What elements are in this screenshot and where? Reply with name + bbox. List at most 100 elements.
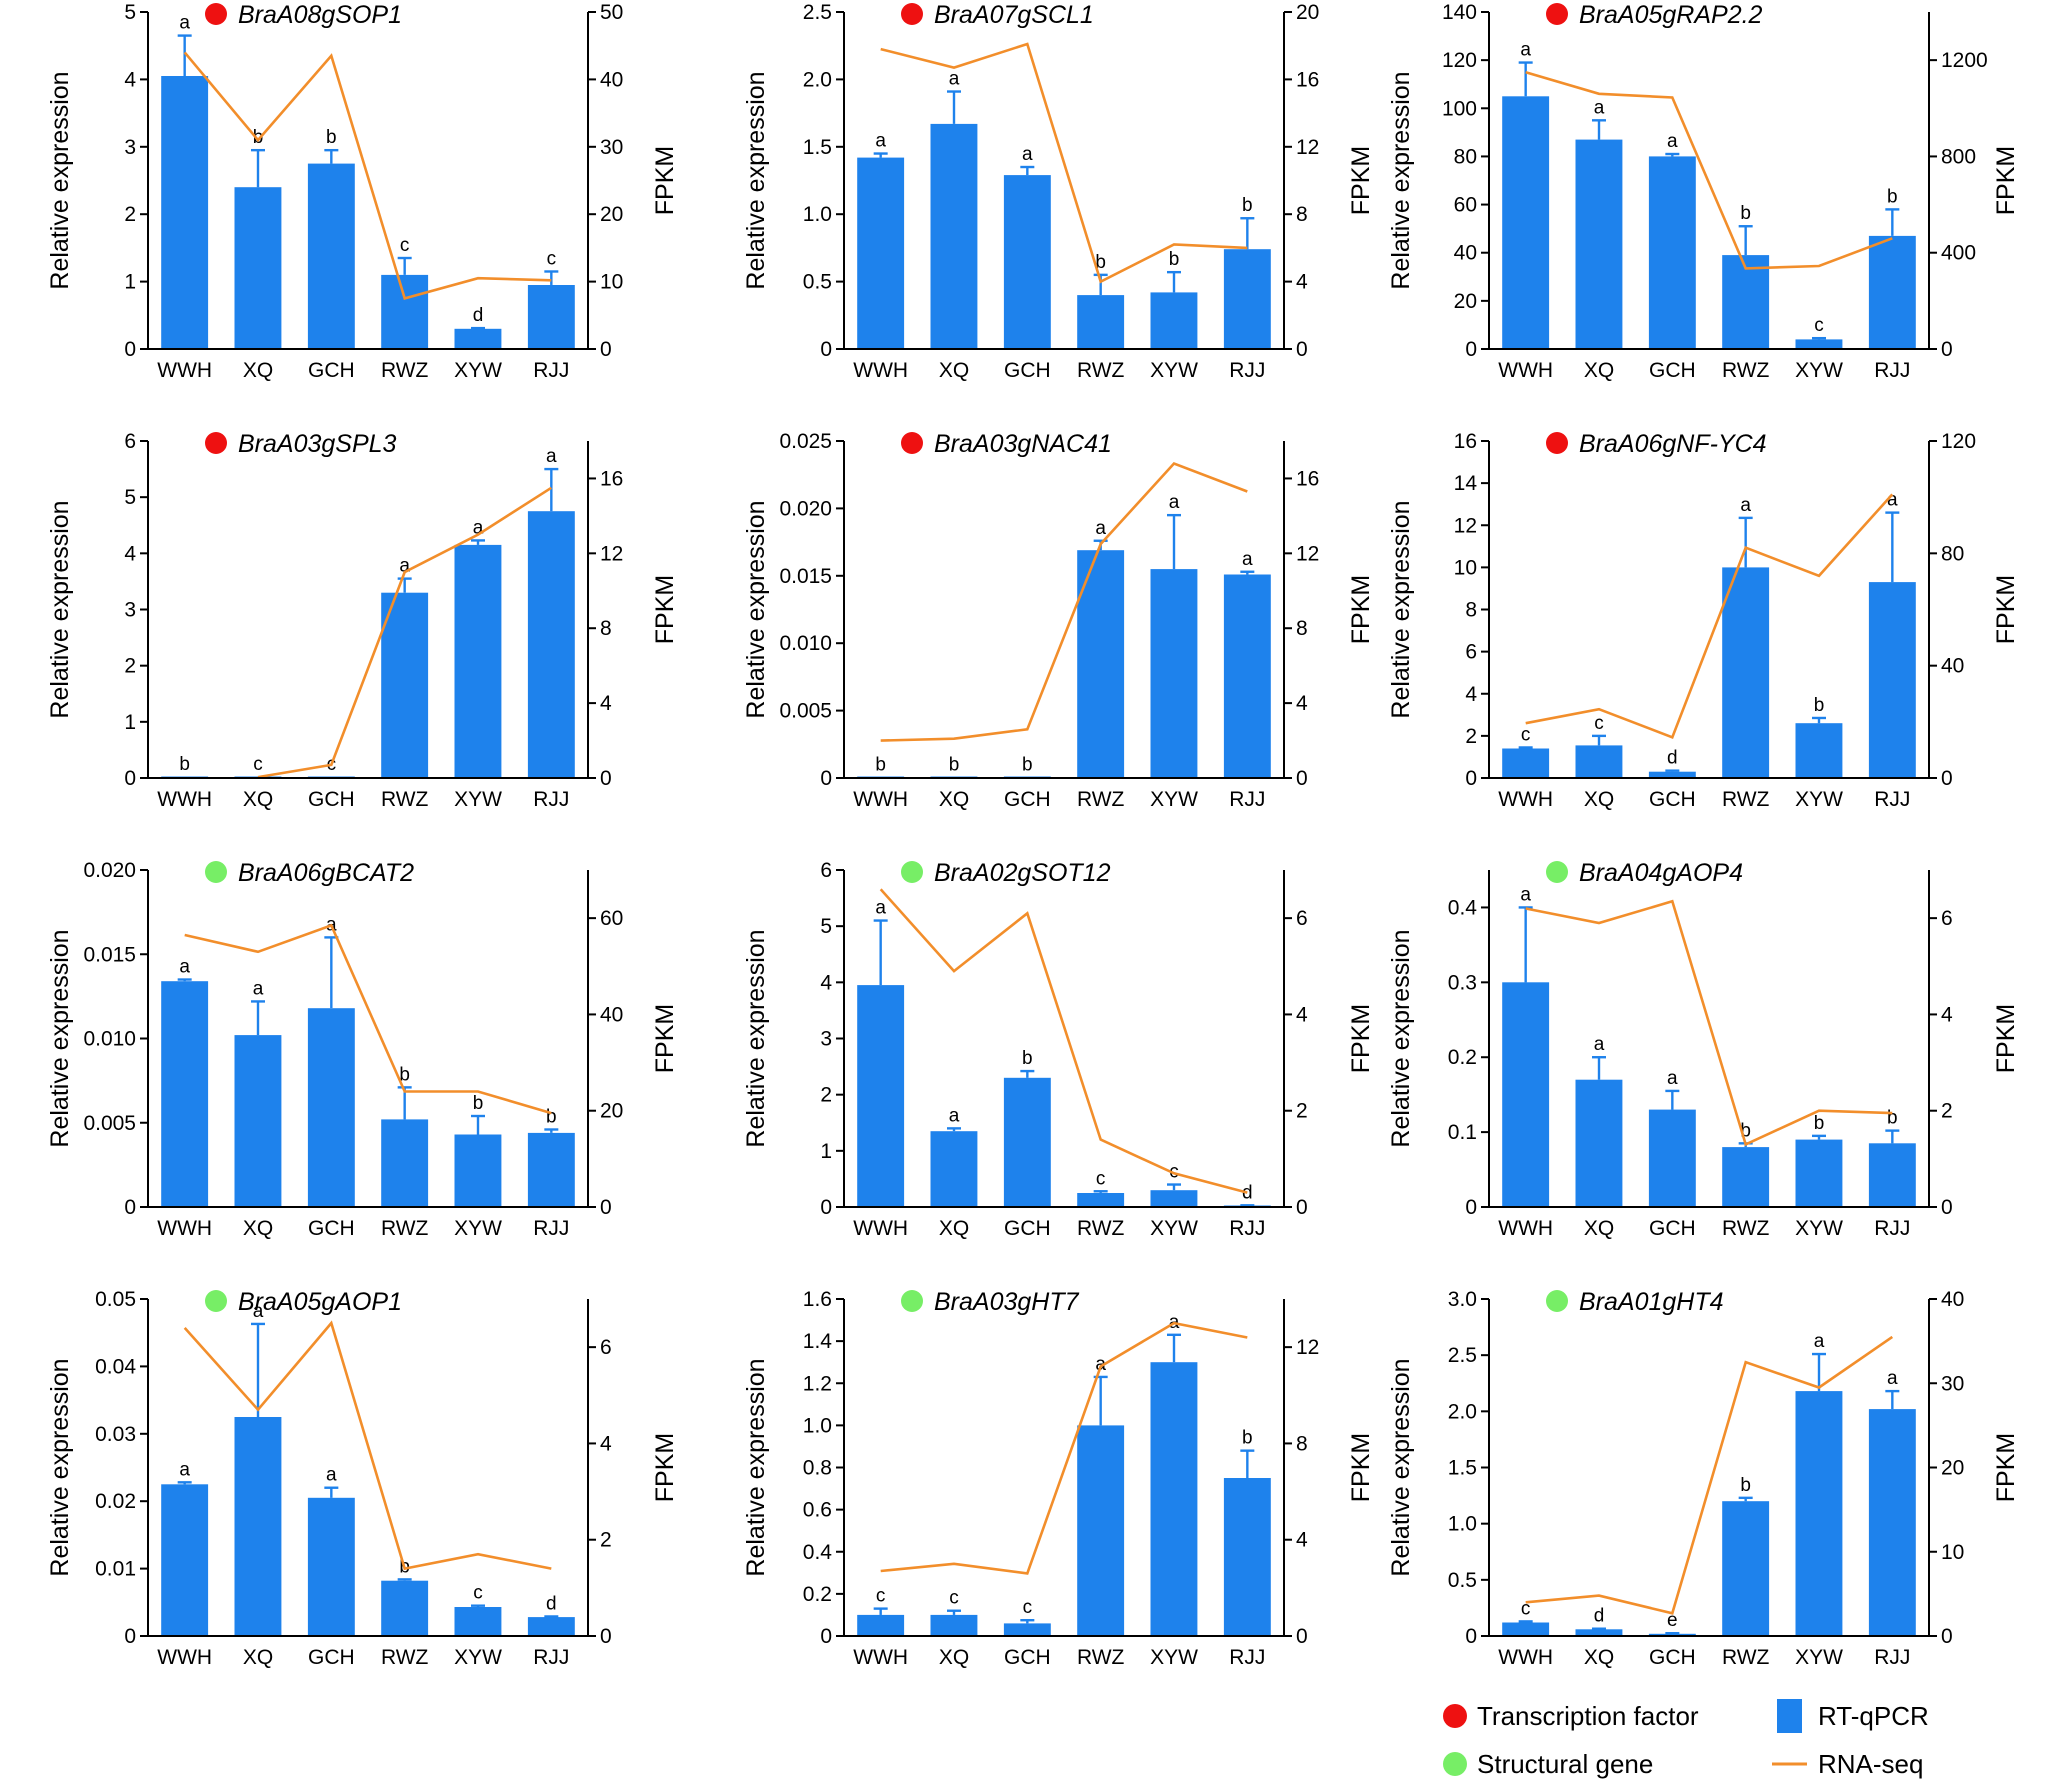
bar [1150,569,1198,778]
bar [1722,1501,1770,1636]
x-tick-label-rjj: RJJ [533,1217,569,1240]
x-tick-label-rwz: RWZ [381,788,429,811]
y-tick-label: 0.3 [1448,971,1477,994]
rna-seq-line [1525,493,1894,739]
x-tick-label-xq: XQ [1584,1646,1614,1669]
significance-letter: a [1667,131,1678,152]
gene-title: BraA05gRAP2.2 [1579,1,1763,29]
bar [857,1614,905,1636]
bar [1648,1109,1696,1207]
y-tick-label: 0 [124,1625,136,1648]
significance-letter: b [473,1093,484,1114]
x-tick-label-xyw: XYW [1150,1217,1198,1240]
error-bar [1592,1056,1606,1080]
bar [1077,295,1125,349]
y-tick-label: 0.04 [95,1355,136,1378]
y2-tick-label: 20 [600,1100,623,1123]
y-tick-label: 1.2 [803,1372,832,1395]
significance-letter: b [1814,1113,1825,1134]
gene-title: BraA08gSOP1 [238,1,402,29]
y2-tick-label: 20 [1941,1457,1964,1480]
y-axis-title: Relative expression [742,500,770,718]
significance-letter: a [1740,495,1751,516]
y-axis-title: Relative expression [46,71,74,289]
legend-marker-structural-gene [1443,1752,1467,1776]
bar [1003,1623,1051,1636]
y-tick-label: 120 [1442,49,1477,72]
bar [454,328,502,349]
y2-tick-label: 40 [1941,655,1964,678]
x-tick-label-rwz: RWZ [1077,1217,1125,1240]
y2-tick-label: 0 [1296,1625,1308,1648]
y-axis-title: Relative expression [742,929,770,1147]
y-tick-label: 1.0 [803,1414,832,1437]
bar [1722,255,1770,349]
x-tick-label-wwh: WWH [1498,1217,1553,1240]
legend: Transcription factor Structural gene RT-… [1443,1699,1929,1779]
y-axis-title: Relative expression [46,1358,74,1576]
bar [1795,723,1843,778]
bar [1077,1425,1125,1636]
bar [234,1417,282,1636]
y-tick-label: 0.2 [1448,1046,1477,1069]
y-tick-label: 1.4 [803,1330,833,1353]
error-bar [873,1607,888,1615]
y-tick-label: 0.020 [779,497,832,520]
y-tick-label: 0 [1465,1625,1477,1648]
significance-letter: b [1887,1108,1898,1129]
y2-tick-label: 0 [1296,767,1308,790]
y2-axis-title: FPKM [1347,1004,1375,1073]
y-tick-label: 0.02 [95,1490,136,1513]
x-tick-label-xq: XQ [243,359,273,382]
y-tick-label: 1 [124,271,136,294]
bar [1223,1478,1271,1636]
y-tick-label: 0 [124,767,136,790]
x-tick-label-xq: XQ [939,1646,969,1669]
error-bar [1812,716,1826,724]
significance-letter: d [1242,1182,1253,1203]
y-tick-label: 80 [1454,145,1477,168]
x-tick-label-wwh: WWH [157,1217,212,1240]
gene-title: BraA07gSCL1 [934,1,1094,29]
bar [1502,96,1550,350]
error-bar [1167,1183,1181,1191]
y-tick-label: 0.8 [803,1457,832,1480]
rna-seq-line [183,1320,552,1571]
x-tick-label-gch: GCH [1004,1217,1051,1240]
error-bar [251,1000,265,1036]
error-bar [397,256,412,275]
bar [161,1484,209,1636]
chart-braa07gscl1: a a a b b b 0 0.5 1.0 1.5 2.0 2.5 0 4 8 12 16 20 WWH XQ GCH R… [742,1,1375,382]
error-bar [1020,165,1035,176]
significance-letter: c [1594,713,1604,734]
x-tick-label-gch: GCH [1004,788,1051,811]
significance-letter: b [253,127,264,148]
y-tick-label: 3 [820,1028,832,1051]
significance-letter: b [1242,195,1253,216]
y2-tick-label: 0 [600,1196,612,1219]
x-tick-label-rwz: RWZ [1722,788,1770,811]
bar [307,163,355,349]
significance-letter: d [1594,1606,1605,1627]
significance-letter: b [1095,252,1106,273]
bar [1722,1147,1770,1207]
y-axis-title: Relative expression [46,500,74,718]
legend-label-rna-seq: RNA-seq [1818,1749,1923,1779]
significance-letter: b [326,127,337,148]
error-bar [873,919,888,986]
y-axis-title: Relative expression [1387,500,1415,718]
significance-letter: a [1814,1331,1825,1352]
bar [1795,1391,1843,1636]
y2-tick-label: 40 [1941,1288,1964,1311]
y2-tick-label: 4 [1296,1003,1308,1026]
legend-marker-rt-qpcr [1777,1699,1802,1733]
error-bar [1240,570,1255,575]
y2-tick-label: 0 [1941,767,1953,790]
x-tick-label-rwz: RWZ [1077,1646,1125,1669]
y-tick-label: 5 [820,915,832,938]
significance-letter: a [1095,518,1106,539]
y-tick-label: 2 [124,203,136,226]
y-tick-label: 1.5 [803,136,832,159]
y2-tick-label: 0 [1941,338,1953,361]
